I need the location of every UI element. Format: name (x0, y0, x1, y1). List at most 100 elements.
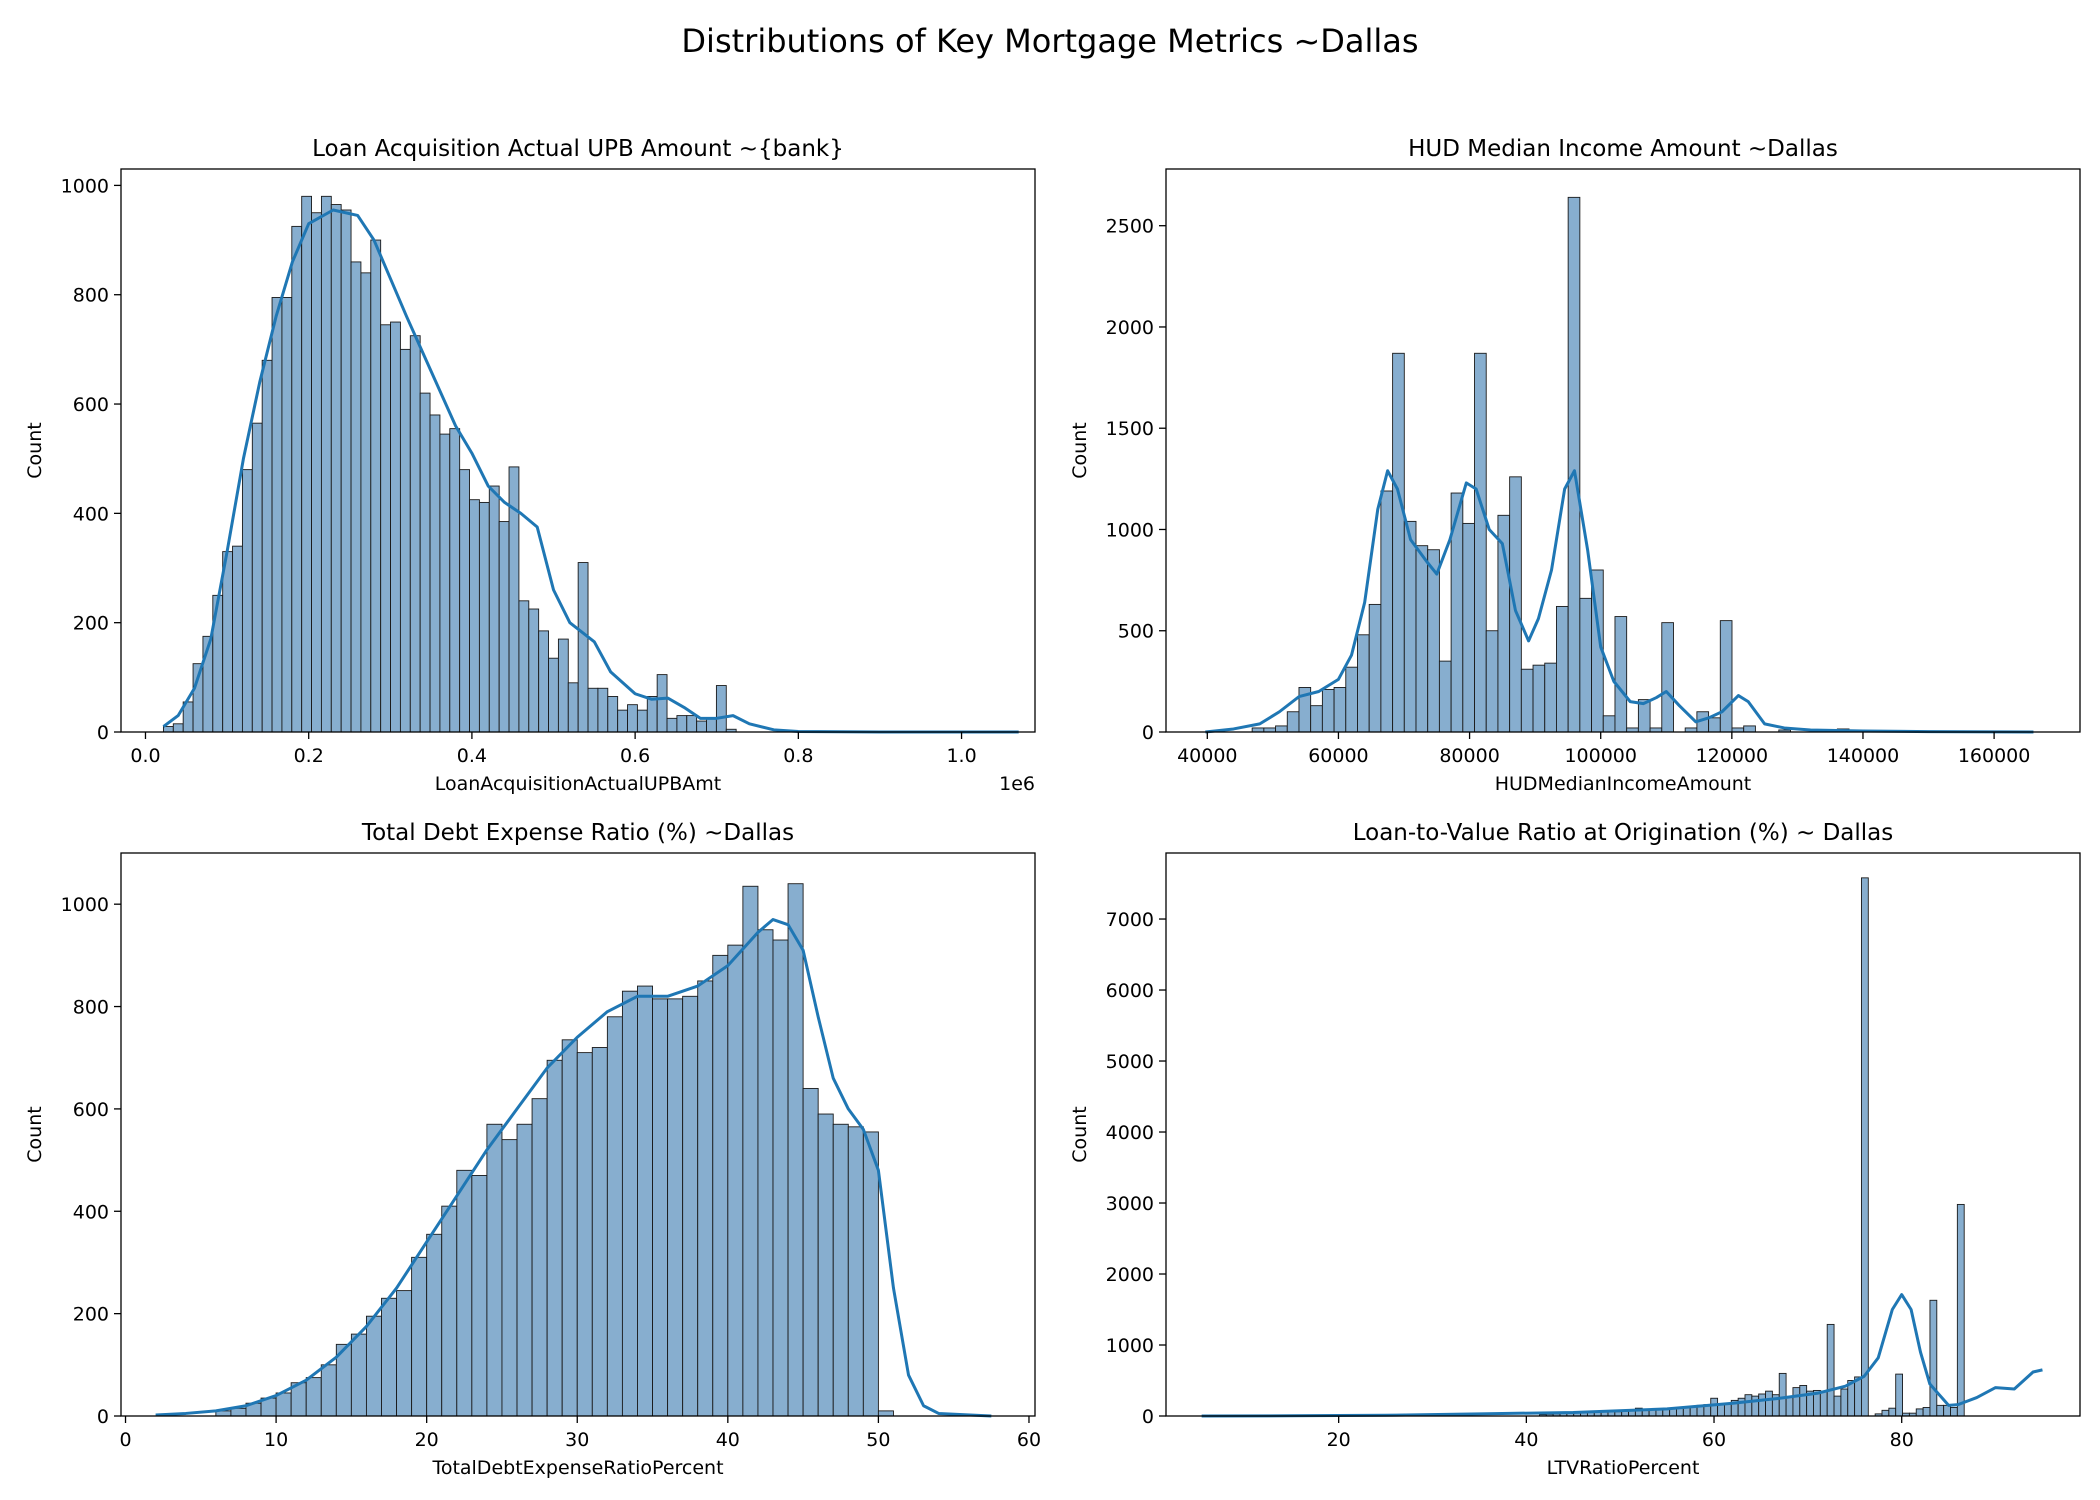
x-tick-label: 0.2 (294, 745, 324, 767)
histogram-bar (340, 209, 352, 733)
x-tick-label: 0.8 (783, 745, 813, 767)
histogram-bar (1819, 1390, 1828, 1417)
histogram-bar (1544, 662, 1557, 733)
x-tick-label: 60 (1017, 1429, 1041, 1451)
histogram-bar (230, 1407, 247, 1417)
histogram-bar (365, 1315, 382, 1417)
histogram-bar (411, 1256, 428, 1417)
histogram-bar (1929, 1299, 1938, 1417)
histogram-bar (441, 1205, 458, 1417)
y-tick-label: 2000 (1106, 317, 1154, 339)
x-axis-label: TotalDebtExpenseRatioPercent (431, 1457, 723, 1479)
x-tick-label: 0.6 (620, 745, 650, 767)
histogram-bar (742, 885, 759, 1417)
histogram-bar (459, 469, 470, 733)
histogram-bar (1380, 490, 1394, 733)
histogram-bar (1950, 1407, 1958, 1417)
histogram-bar (576, 1052, 593, 1417)
histogram-bar (390, 321, 401, 733)
y-tick-label: 2500 (1106, 216, 1154, 238)
x-tick-label: 60 (1702, 1429, 1726, 1451)
histogram-bar (706, 717, 717, 733)
histogram-bar (409, 335, 421, 733)
x-tick-label: 140000 (1827, 745, 1900, 767)
histogram-bar (172, 723, 184, 733)
histogram-bar (656, 674, 668, 733)
x-tick-label: 80 (1890, 1429, 1914, 1451)
histogram-bar (439, 433, 451, 733)
histogram-bar (787, 883, 804, 1417)
histogram-bar (1743, 725, 1756, 733)
y-tick-label: 500 (1118, 621, 1154, 643)
histogram-bar (1936, 1404, 1945, 1417)
histogram-bar (360, 272, 372, 733)
y-tick-label: 1500 (1106, 418, 1154, 440)
histogram-bar (162, 726, 174, 733)
histogram-bar (456, 1169, 473, 1417)
histogram-bar (1602, 715, 1616, 733)
subplot-title: Total Debt Expense Ratio (%) ~Dallas (361, 820, 794, 846)
histogram-bar (498, 521, 510, 733)
histogram-bars (162, 195, 737, 733)
histogram-bar (1438, 660, 1452, 733)
histogram-bar (516, 1123, 533, 1417)
axes-frame (120, 168, 1036, 733)
x-tick-label: 10 (264, 1429, 288, 1451)
histogram-bar (1427, 549, 1440, 733)
histogram-bar (531, 1098, 548, 1417)
x-tick-label: 100000 (1564, 745, 1637, 767)
histogram-bar (682, 995, 699, 1417)
histogram-bar (1943, 1404, 1951, 1417)
histogram-bar (636, 709, 648, 733)
subplot-title: Loan Acquisition Actual UPB Amount ~{ban… (312, 136, 844, 162)
histogram-bar (320, 195, 332, 733)
subplot-title: HUD Median Income Amount ~Dallas (1408, 136, 1838, 162)
histogram-bar (561, 1039, 578, 1417)
kde-curve (155, 918, 992, 1418)
histogram-bar (817, 1113, 834, 1417)
figure-title: Distributions of Key Mortgage Metrics ~D… (681, 22, 1419, 60)
histogram-bar (1614, 616, 1628, 733)
histogram-bar (1286, 711, 1300, 733)
histogram-bar (1719, 620, 1733, 733)
histogram-bar (1778, 1372, 1787, 1417)
histogram-bar (301, 195, 312, 733)
histogram-bar (696, 720, 707, 733)
x-axis-label: LoanAcquisitionActualUPBAmt (435, 773, 722, 795)
histogram-bar (802, 1087, 819, 1417)
histogram-bar (305, 1377, 322, 1417)
histogram-bar (396, 1290, 413, 1417)
y-tick-label: 0 (1142, 722, 1154, 744)
histogram-bar (591, 1047, 608, 1417)
histogram-bar (621, 990, 638, 1417)
subplot-2: 40000 60000 80000 100000 120000 140000 160000 0… (1069, 136, 2081, 795)
histogram-bar (488, 485, 500, 733)
x-tick-label: 30 (565, 1429, 589, 1451)
histogram-bar (380, 324, 391, 733)
histogram-bar (350, 261, 362, 733)
histogram-bar (518, 600, 530, 733)
histogram-bar (350, 1333, 367, 1417)
y-axis-label: Count (24, 422, 46, 478)
histogram-bar (1799, 1385, 1808, 1417)
y-tick-label: 1000 (61, 175, 109, 197)
histogram-bar (501, 1139, 518, 1417)
histogram-bar (320, 1364, 337, 1417)
histogram-bar (528, 608, 540, 733)
axes-frame (120, 852, 1036, 1417)
histogram-bar (686, 715, 698, 733)
y-axis-label: Count (1069, 422, 1091, 478)
histogram-bar (1860, 877, 1869, 1417)
x-tick-label: 50 (866, 1429, 890, 1451)
histogram-bar (606, 1016, 623, 1417)
histogram-bar (419, 392, 431, 733)
histogram-bar (241, 469, 253, 733)
histogram-bar (1708, 717, 1721, 733)
histogram-bar (666, 717, 678, 733)
histogram-bar (557, 638, 569, 733)
histogram-bar (449, 428, 461, 733)
histogram-bar (1555, 605, 1569, 733)
histogram-bar (1275, 725, 1288, 733)
